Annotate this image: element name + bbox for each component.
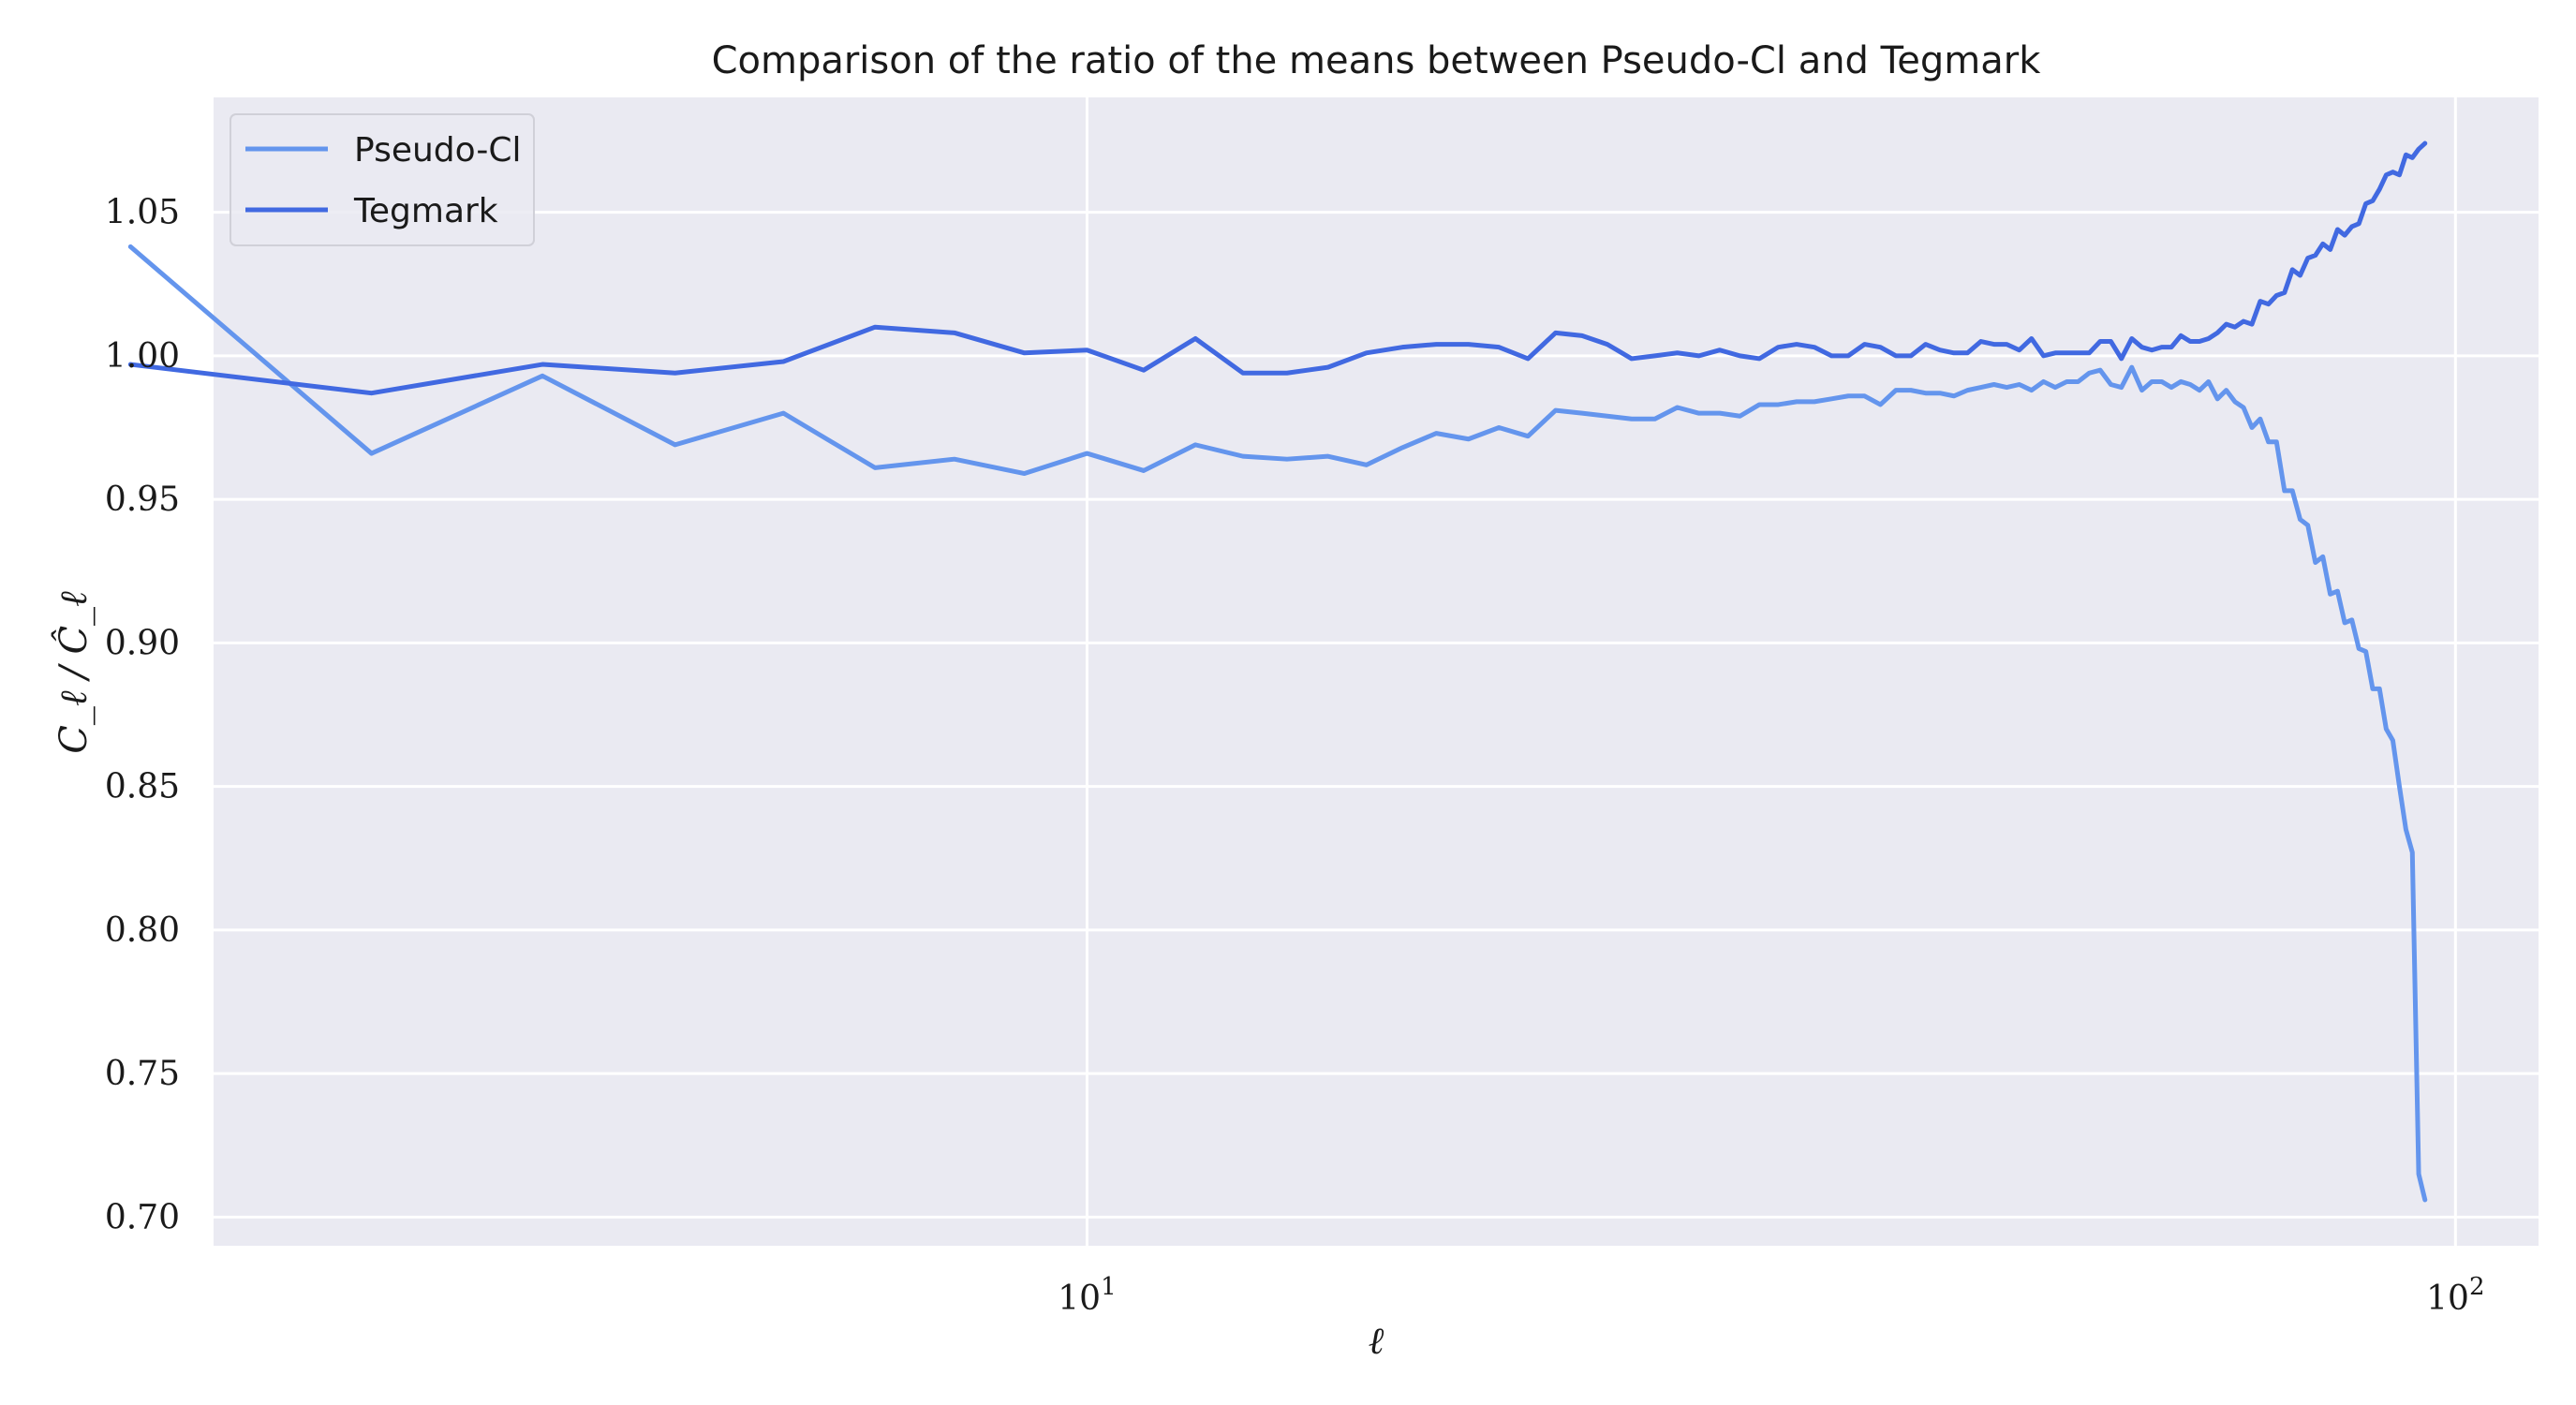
legend: Pseudo-Cl Tegmark <box>229 113 535 246</box>
y-tick-label: 1.05 <box>105 194 180 232</box>
x-axis-ticks: 101 102 <box>1058 1273 2484 1318</box>
legend-label-tegmark: Tegmark <box>353 192 498 230</box>
y-axis-ticks: 0.70 0.75 0.80 0.85 0.90 0.95 1.00 1.05 <box>105 194 180 1237</box>
series-layer <box>127 140 2428 1203</box>
series-line-tegmark <box>127 140 2428 396</box>
chart-title: Comparison of the ratio of the means bet… <box>712 39 2042 82</box>
y-tick-label: 0.70 <box>105 1198 180 1236</box>
x-axis-label: ℓ <box>1369 1320 1384 1363</box>
y-tick-label: 0.95 <box>105 481 180 519</box>
y-tick-label: 0.85 <box>105 768 180 806</box>
y-axis-label: C_ℓ / Ĉ_ℓ <box>52 591 96 754</box>
plot-area <box>214 97 2539 1246</box>
legend-label-pseudo-cl: Pseudo-Cl <box>354 131 521 170</box>
x-tick-label: 102 <box>2426 1273 2484 1318</box>
gridlines <box>214 97 2539 1246</box>
series-line-pseudo-cl <box>127 244 2428 1203</box>
y-tick-label: 0.80 <box>105 911 180 950</box>
y-tick-label: 1.00 <box>105 337 180 376</box>
y-tick-label: 0.75 <box>105 1055 180 1093</box>
x-tick-label: 101 <box>1058 1273 1116 1318</box>
y-tick-label: 0.90 <box>105 624 180 662</box>
